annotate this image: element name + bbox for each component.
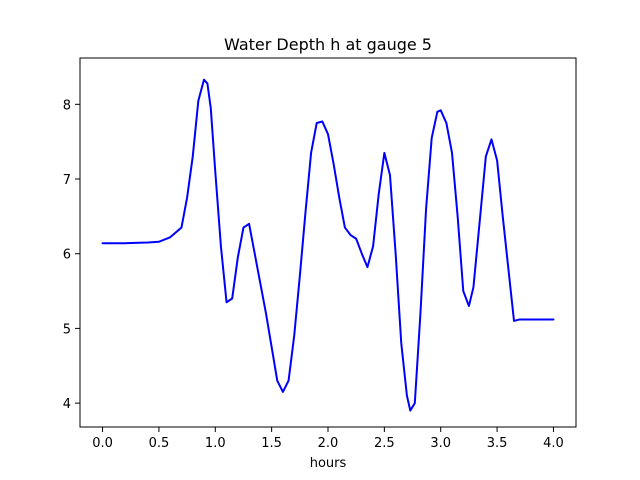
x-tick-label: 2.5 xyxy=(374,436,395,451)
x-tick-label: 0.0 xyxy=(92,436,113,451)
x-tick-label: 3.0 xyxy=(430,436,451,451)
x-tick-label: 2.0 xyxy=(318,436,339,451)
y-axis: 4 5 6 7 8 xyxy=(63,98,80,412)
chart-title: Water Depth h at gauge 5 xyxy=(224,35,432,54)
x-tick-label: 4.0 xyxy=(543,436,564,451)
x-tick-label: 1.0 xyxy=(205,436,226,451)
x-tick-label: 0.5 xyxy=(149,436,170,451)
y-tick-label: 7 xyxy=(63,173,71,188)
y-tick-label: 5 xyxy=(63,322,71,337)
y-tick-label: 4 xyxy=(63,397,71,412)
y-tick-label: 8 xyxy=(63,98,71,113)
x-tick-label: 3.5 xyxy=(487,436,508,451)
x-tick-label: 1.5 xyxy=(261,436,282,451)
y-tick-label: 6 xyxy=(63,248,71,263)
x-axis-label: hours xyxy=(310,456,347,471)
x-axis: 0.0 0.5 1.0 1.5 2.0 2.5 3.0 3.5 4.0 xyxy=(92,427,564,451)
plot-area xyxy=(101,78,555,412)
series-line-0 xyxy=(101,78,555,412)
